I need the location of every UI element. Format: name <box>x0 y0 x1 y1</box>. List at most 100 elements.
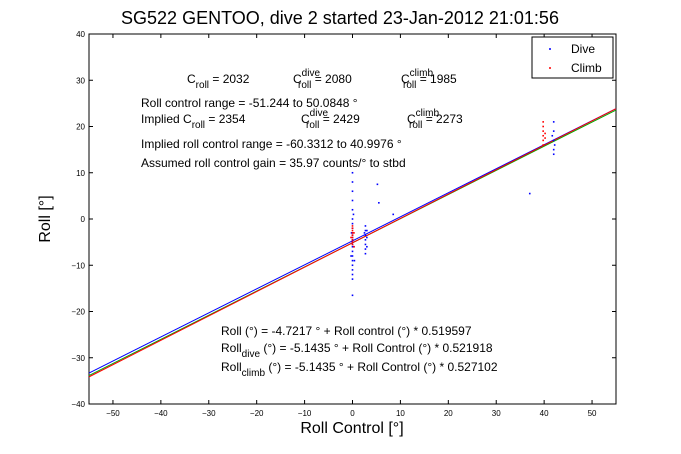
legend-climb-label: Climb <box>571 61 602 75</box>
dive-point-38 <box>363 232 366 234</box>
climb-point-15 <box>542 134 544 137</box>
climb-point-10 <box>350 236 352 239</box>
implied-c-roll-climb: Cclimb roll = 2273 <box>407 108 463 131</box>
dive-point-21 <box>351 181 354 183</box>
dive-point-18 <box>351 208 354 211</box>
legend: Dive Climb <box>531 36 614 79</box>
y-tick-label: 10 <box>76 169 85 178</box>
climb-point-16 <box>542 139 544 142</box>
annotations-upper: Croll = 2032 Cdive roll = 2080 Cclimb roll… <box>141 68 463 170</box>
dive-point-3 <box>351 269 354 271</box>
x-tick-label: 20 <box>444 409 453 418</box>
c-roll-dive: Cdive roll = 2080 <box>293 68 352 91</box>
dive-point-1 <box>351 278 354 280</box>
legend-box <box>531 36 614 79</box>
roll-control-gain: Assumed roll control gain = 35.97 counts… <box>141 156 406 170</box>
climb-point-5 <box>351 232 354 234</box>
implied-c-roll-dive: Cdive roll = 2429 <box>301 108 360 131</box>
climb-point-8 <box>351 225 354 227</box>
dive-point-48 <box>551 134 554 137</box>
y-tick-label: 40 <box>76 30 85 39</box>
climb-point-3 <box>351 236 354 239</box>
y-tick-label: 0 <box>81 215 86 224</box>
equation-roll-climb: Rollclimb (°) = -5.1435 ° + Roll Control… <box>221 360 498 379</box>
dive-point-41 <box>392 213 395 216</box>
data-points <box>350 121 556 297</box>
climb-point-18 <box>544 132 546 135</box>
dive-point-33 <box>364 229 367 232</box>
dive-point-40 <box>376 183 379 186</box>
dive-point-0 <box>351 294 354 297</box>
dive-point-42 <box>528 192 531 195</box>
climb-point-19 <box>544 137 546 139</box>
x-tick-label: −10 <box>298 409 312 418</box>
dive-point-23 <box>350 255 352 257</box>
x-tick-label: −20 <box>250 409 264 418</box>
chart-title: SG522 GENTOO, dive 2 started 23-Jan-2012… <box>121 8 559 28</box>
x-tick-label: 30 <box>492 409 501 418</box>
dive-point-26 <box>353 259 356 262</box>
dive-point-47 <box>552 153 555 156</box>
c-roll-climb: Cclimb roll = 1985 <box>401 68 457 91</box>
legend-climb-marker <box>549 67 551 69</box>
dive-point-5 <box>351 259 354 262</box>
dive-point-20 <box>351 190 354 193</box>
x-tick-label: 0 <box>350 409 355 418</box>
y-tick-label: 30 <box>76 76 85 85</box>
y-tick-label: −10 <box>71 261 85 270</box>
dive-point-46 <box>552 148 555 151</box>
dive-point-44 <box>552 130 555 132</box>
x-tick-label: −30 <box>202 409 216 418</box>
y-tick-label: −40 <box>71 400 85 409</box>
dive-point-29 <box>364 248 367 250</box>
x-tick-label: 40 <box>540 409 549 418</box>
dive-point-34 <box>364 225 367 227</box>
climb-point-0 <box>351 243 354 246</box>
dive-point-35 <box>366 245 368 248</box>
climb-point-14 <box>542 130 544 132</box>
climb-point-12 <box>542 121 544 123</box>
climb-point-9 <box>353 245 355 248</box>
x-tick-label: −40 <box>154 409 168 418</box>
roll-control-range: Roll control range = -51.244 to 50.0848 … <box>141 96 358 110</box>
climb-point-11 <box>353 232 355 234</box>
x-tick-label: 50 <box>588 409 597 418</box>
dive-point-2 <box>351 273 354 276</box>
x-axis-label: Roll Control [°] <box>300 420 403 437</box>
dive-point-7 <box>351 250 354 253</box>
equation-roll-dive: Rolldive (°) = -5.1435 ° + Roll Control … <box>221 341 493 360</box>
axis-ticks: −50 −40 −30 −20 −10 0 10 20 30 40 50 −40 −30 −20 −10 0 1… <box>71 30 616 418</box>
dive-point-31 <box>364 239 367 241</box>
climb-point-6 <box>351 229 354 232</box>
dive-point-45 <box>552 139 555 142</box>
climb-point-17 <box>542 144 544 146</box>
dive-point-32 <box>364 234 367 236</box>
dive-point-22 <box>351 171 354 174</box>
dive-point-8 <box>351 245 354 248</box>
dive-point-16 <box>351 222 354 225</box>
x-tick-label: −50 <box>106 409 120 418</box>
y-tick-label: −20 <box>71 308 85 317</box>
implied-c-roll: Implied Croll = 2354 <box>141 112 246 131</box>
dive-point-27 <box>352 213 355 216</box>
dive-point-4 <box>351 264 354 267</box>
x-tick-label: 10 <box>396 409 405 418</box>
dive-point-6 <box>351 255 354 257</box>
legend-dive-label: Dive <box>571 42 595 56</box>
climb-point-7 <box>351 227 354 230</box>
climb-point-4 <box>351 234 354 236</box>
dive-point-39 <box>378 202 380 204</box>
dive-point-37 <box>366 229 368 232</box>
climb-point-13 <box>542 125 544 128</box>
y-tick-label: 20 <box>76 123 85 132</box>
y-tick-label: −30 <box>71 354 85 363</box>
implied-roll-range: Implied roll control range = -60.3312 to… <box>141 137 402 151</box>
climb-point-1 <box>351 241 354 243</box>
equation-roll: Roll (°) = -4.7217 ° + Roll control (°) … <box>221 324 472 338</box>
dive-point-36 <box>366 236 368 239</box>
legend-dive-marker <box>549 48 551 50</box>
dive-point-49 <box>553 144 556 146</box>
dive-point-30 <box>364 243 367 246</box>
dive-point-25 <box>350 232 353 234</box>
